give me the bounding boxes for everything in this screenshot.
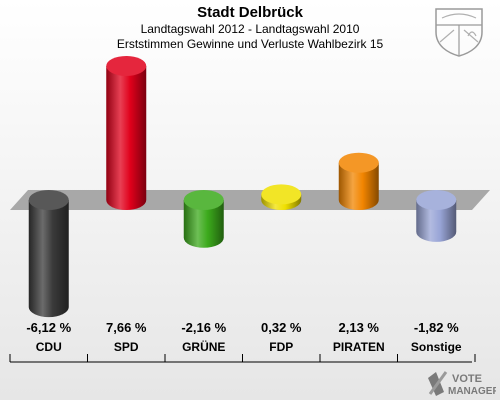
value-label-cdu: -6,12 % — [26, 320, 71, 335]
category-label-gr-ne: GRÜNE — [182, 339, 225, 354]
category-axis — [9, 354, 476, 363]
logo-text-manager: MANAGER — [448, 386, 496, 397]
chart-caption: Erststimmen Gewinne und Verluste Wahlbez… — [116, 37, 384, 51]
chart-subtitle: Landtagswahl 2012 - Landtagswahl 2010 — [140, 22, 360, 36]
category-label-cdu: CDU — [36, 340, 62, 354]
value-label-gr-ne: -2,16 % — [181, 320, 226, 335]
chart-header: Stadt Delbrück Landtagswahl 2012 - Landt… — [0, 4, 500, 52]
value-label-spd: 7,66 % — [106, 320, 147, 335]
category-label-spd: SPD — [114, 340, 139, 354]
bar-sonstige — [416, 190, 457, 242]
vote-manager-logo: VOTE MANAGER — [428, 371, 496, 397]
value-labels-group: -6,12 % 7,66 % -2,16 % 0,32 % 2,13 % -1,82 % — [26, 320, 459, 335]
coat-of-arms-nrw-icon — [435, 8, 483, 57]
bar-fdp — [261, 184, 302, 210]
value-label-piraten: 2,13 % — [339, 320, 380, 335]
bar-cdu — [28, 190, 69, 318]
bars-group — [28, 55, 457, 318]
category-label-fdp: FDP — [269, 340, 293, 354]
category-label-sonstige: Sonstige — [411, 340, 462, 354]
category-labels-group: CDU SPD GRÜNE FDP PIRATEN Sonstige — [36, 339, 462, 354]
x-ballot-icon — [428, 371, 448, 396]
value-label-sonstige: -1,82 % — [414, 320, 459, 335]
category-label-piraten: PIRATEN — [333, 340, 385, 354]
logo-text-vote: VOTE — [452, 373, 482, 385]
bar-piraten — [338, 152, 379, 210]
bar-gr-ne — [183, 190, 224, 248]
value-label-fdp: 0,32 % — [261, 320, 302, 335]
chart-title: Stadt Delbrück — [197, 4, 303, 21]
bar-spd — [106, 55, 147, 210]
